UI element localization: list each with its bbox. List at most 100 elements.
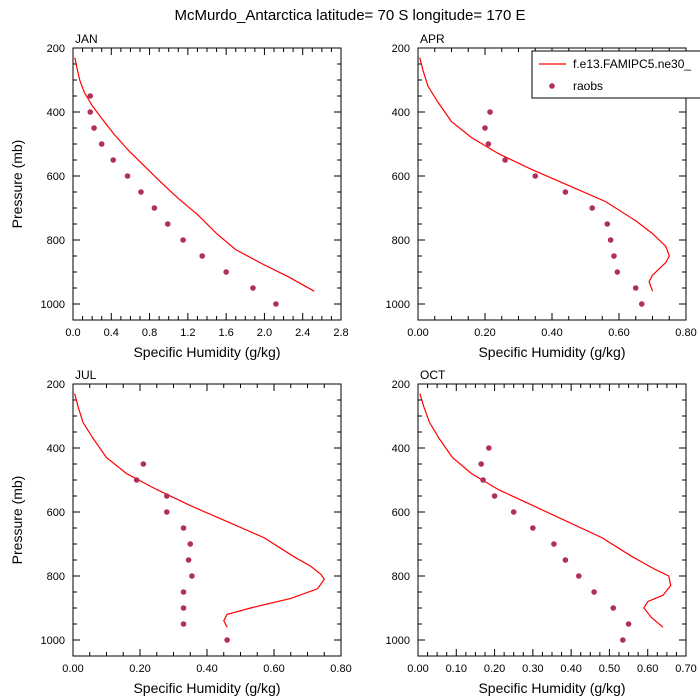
plot-frame-oct xyxy=(417,383,687,657)
x-tick-label: 0.00 xyxy=(407,327,428,339)
y-tick-label: 600 xyxy=(47,507,65,519)
raobs-point xyxy=(614,269,621,275)
raobs-point xyxy=(478,461,484,467)
x-tick-label: 2.0 xyxy=(257,327,272,339)
x-tick-label: 0.80 xyxy=(675,327,696,339)
y-tick-label: 1000 xyxy=(41,635,65,647)
x-axis-label: Specific Humidity (g/kg) xyxy=(478,680,625,696)
x-tick-label: 2.4 xyxy=(295,327,310,339)
y-tick-label: 400 xyxy=(47,107,65,119)
x-tick-label: 1.2 xyxy=(180,327,195,339)
model-profile-line xyxy=(419,393,672,628)
raobs-point xyxy=(185,557,192,563)
x-tick-label: 0.40 xyxy=(196,663,217,675)
raobs-point xyxy=(98,141,105,147)
raobs-point xyxy=(180,589,187,595)
raobs-point xyxy=(510,509,517,515)
panel-jan: JAN 0.0 0.4 0.8 1.2 1.6 2.0 2.4 2.8 200 400 600 800 1… xyxy=(9,32,349,360)
raobs-point xyxy=(482,125,488,131)
legend-entry-model: f.e13.FAMIPC5.ne30_ xyxy=(573,57,691,71)
y-tick-label: 200 xyxy=(47,43,65,55)
x-tick-label: 0.50 xyxy=(599,663,620,675)
y-tick-label: 400 xyxy=(392,107,410,119)
y-tick-label: 600 xyxy=(392,171,410,183)
panel-apr: APR 0.00 0.20 0.40 0.60 0.80 200 400 600 800 1000 S… xyxy=(386,32,697,360)
legend: f.e13.FAMIPC5.ne30_raobs xyxy=(531,50,700,99)
raobs-point xyxy=(562,557,569,563)
x-tick-label: 0.20 xyxy=(484,663,505,675)
raobs-point xyxy=(164,509,170,515)
raobs-point xyxy=(138,189,144,195)
raobs-point xyxy=(502,157,508,163)
x-tick-label: 0.60 xyxy=(263,663,284,675)
x-axis-label: Specific Humidity (g/kg) xyxy=(478,344,625,360)
raobs-point xyxy=(133,477,140,483)
raobs-point xyxy=(110,157,116,163)
y-axis-label: Pressure (mb) xyxy=(9,140,25,229)
raobs-point xyxy=(87,93,94,99)
raobs-point xyxy=(610,605,617,611)
y-tick-label: 1000 xyxy=(386,299,410,311)
panel-oct: OCT 0.00 0.10 0.20 0.30 0.40 0.50 0.60 0.70 200 40… xyxy=(386,368,697,696)
panel-label-jan: JAN xyxy=(75,32,98,46)
x-tick-label: 2.8 xyxy=(333,327,348,339)
panel-label-apr: APR xyxy=(420,32,445,46)
raobs-point xyxy=(140,461,147,467)
x-tick-label: 0.30 xyxy=(522,663,543,675)
legend-entry-raobs: raobs xyxy=(573,79,603,93)
raobs-point xyxy=(91,125,97,131)
raobs-point xyxy=(638,301,645,307)
raobs-point xyxy=(223,269,229,275)
raobs-point xyxy=(604,221,611,227)
raobs-point xyxy=(224,637,230,643)
raobs-point xyxy=(164,221,171,227)
x-tick-label: 0.4 xyxy=(104,327,119,339)
y-tick-label: 200 xyxy=(392,379,410,391)
model-profile-line xyxy=(74,57,315,292)
plot-frame-jul xyxy=(72,383,342,657)
x-tick-label: 0.70 xyxy=(675,663,696,675)
y-tick-label: 600 xyxy=(47,171,65,183)
raobs-point xyxy=(151,205,158,211)
x-tick-label: 0.60 xyxy=(608,327,629,339)
raobs-point xyxy=(485,141,492,147)
y-tick-label: 1000 xyxy=(41,299,65,311)
y-axis-label: Pressure (mb) xyxy=(9,476,25,565)
raobs-point xyxy=(273,301,279,307)
panel-jul: JUL 0.00 0.20 0.40 0.60 0.80 200 400 600 800 1000 S… xyxy=(9,368,352,696)
raobs-point xyxy=(187,541,194,547)
raobs-point xyxy=(607,237,614,243)
raobs-point xyxy=(180,605,187,611)
y-tick-label: 800 xyxy=(392,571,410,583)
x-tick-label: 0.60 xyxy=(637,663,658,675)
raobs-point xyxy=(189,573,195,579)
x-tick-label: 0.00 xyxy=(407,663,428,675)
raobs-point xyxy=(480,477,486,483)
raobs-point xyxy=(486,445,492,451)
model-profile-line xyxy=(74,393,326,628)
raobs-point xyxy=(620,637,626,643)
x-tick-label: 1.6 xyxy=(218,327,233,339)
panel-label-jul: JUL xyxy=(75,368,97,382)
x-tick-label: 0.20 xyxy=(129,663,150,675)
raobs-point xyxy=(199,253,206,259)
x-axis-label: Specific Humidity (g/kg) xyxy=(133,680,280,696)
x-tick-label: 0.80 xyxy=(330,663,351,675)
x-tick-label: 0.10 xyxy=(446,663,467,675)
raobs-point xyxy=(180,525,187,531)
y-tick-label: 1000 xyxy=(386,635,410,647)
model-profile-line xyxy=(419,57,670,292)
raobs-point xyxy=(124,173,131,179)
raobs-point xyxy=(611,253,617,259)
raobs-point xyxy=(589,205,595,211)
raobs-point xyxy=(180,621,187,627)
legend-marker-swatch xyxy=(549,83,555,89)
raobs-point xyxy=(250,285,256,291)
raobs-point xyxy=(632,285,639,291)
raobs-point xyxy=(530,525,536,531)
raobs-point xyxy=(576,573,582,579)
y-tick-label: 800 xyxy=(47,571,65,583)
y-tick-label: 800 xyxy=(392,235,410,247)
y-tick-label: 200 xyxy=(47,379,65,391)
